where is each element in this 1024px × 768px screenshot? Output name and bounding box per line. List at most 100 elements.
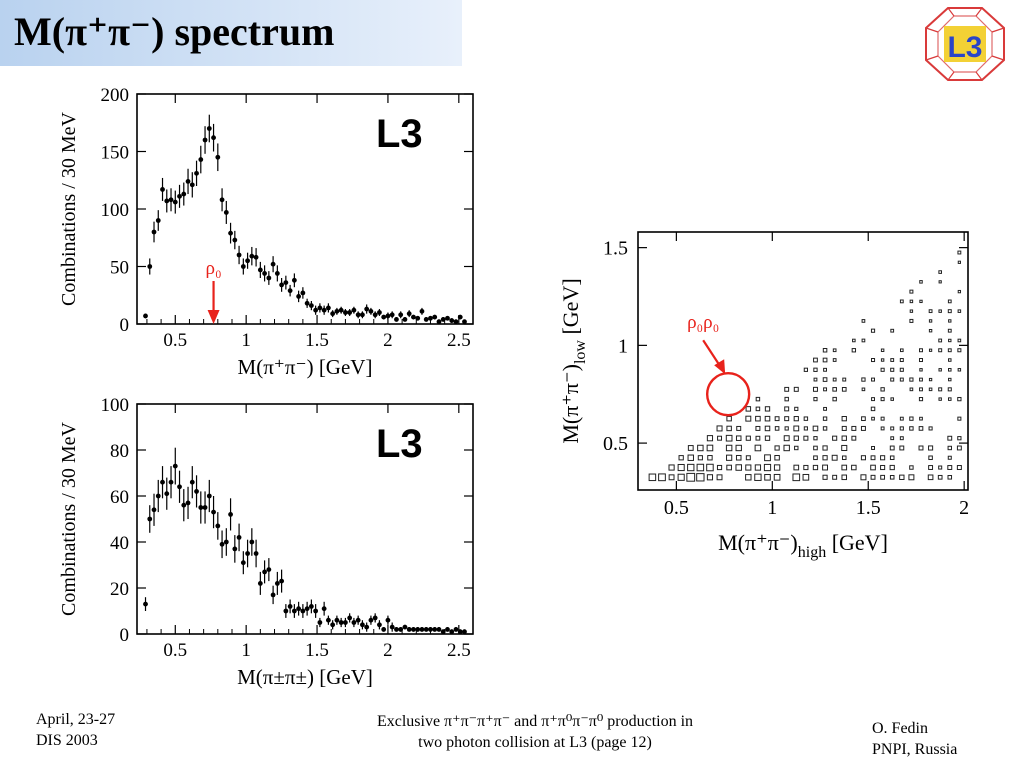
- data-point: [291, 277, 297, 283]
- histogram-box: [764, 454, 771, 462]
- histogram-box: [784, 426, 789, 431]
- histogram-box: [861, 338, 866, 343]
- footer-date: April, 23-27 DIS 2003: [36, 709, 115, 751]
- histogram-box: [909, 289, 914, 294]
- data-point: [330, 311, 336, 317]
- histogram-box: [832, 348, 837, 353]
- histogram-box: [851, 435, 857, 441]
- histogram-box: [841, 444, 848, 452]
- footer-title-line1: Exclusive π⁺π⁻π⁺π⁻ and π⁺π⁰π⁻π⁰ producti…: [376, 713, 694, 730]
- histogram-box: [725, 444, 733, 452]
- data-point: [436, 627, 442, 632]
- histogram-box: [832, 387, 837, 392]
- data-point: [321, 606, 327, 612]
- histogram-box: [919, 387, 923, 392]
- histogram-box: [813, 377, 818, 382]
- histogram-box: [938, 397, 942, 401]
- data-point: [440, 317, 446, 322]
- x-axis-label: M(π±π±) [GeV]: [237, 665, 373, 689]
- histogram-box: [793, 386, 799, 392]
- histogram-box: [755, 415, 761, 422]
- histogram-box: [871, 446, 875, 450]
- histogram-box: [909, 416, 914, 421]
- x-tick-label: 2: [383, 330, 393, 351]
- histogram-box: [957, 396, 962, 402]
- histogram-box: [755, 435, 761, 441]
- data-point: [304, 606, 310, 612]
- data-point: [411, 627, 416, 632]
- data-point: [389, 312, 395, 318]
- histogram-box: [870, 455, 876, 461]
- histogram-box: [938, 465, 943, 470]
- histogram-box: [889, 455, 895, 461]
- data-point: [300, 290, 306, 296]
- data-point: [343, 620, 348, 625]
- data-point: [453, 319, 459, 325]
- rho0-label: ρ₀: [206, 258, 222, 279]
- histogram-box: [706, 444, 714, 452]
- histogram-box: [841, 425, 847, 431]
- histogram-box: [899, 445, 905, 451]
- histogram-box: [754, 473, 762, 481]
- histogram-box: [890, 436, 895, 441]
- histogram-box: [947, 465, 953, 470]
- histogram-box: [919, 416, 923, 421]
- rho0-arrow-head: [207, 310, 220, 324]
- data-point: [351, 307, 357, 313]
- histogram-box: [813, 367, 818, 372]
- data-point: [270, 592, 276, 598]
- histogram-box: [735, 435, 742, 441]
- data-point: [411, 314, 416, 320]
- histogram-box: [784, 396, 789, 402]
- histogram-box: [813, 397, 818, 402]
- y-tick-label: 150: [101, 143, 130, 164]
- histogram-box: [658, 473, 666, 482]
- chart-m-pipi-spectrum: 0.5 1 1.5 2 2.5 0 50 100 150 200 Combinations / 3…: [58, 85, 474, 379]
- data-point: [398, 312, 404, 318]
- x-tick-label: 0.5: [664, 497, 689, 519]
- histogram-box: [851, 425, 857, 431]
- histogram-box: [870, 474, 876, 480]
- footer-talk-title: Exclusive π⁺π⁻π⁺π⁻ and π⁺π⁰π⁻π⁰ producti…: [280, 711, 790, 753]
- y-tick-label: 80: [110, 441, 129, 462]
- rho0rho0-arrow-head: [714, 359, 726, 375]
- data-point: [181, 502, 187, 508]
- data-point: [428, 315, 433, 321]
- data-point: [198, 157, 204, 162]
- data-point: [325, 305, 331, 311]
- histogram-box: [938, 270, 942, 274]
- histogram-box: [909, 426, 914, 431]
- histogram-box: [918, 445, 924, 451]
- histogram-box: [745, 415, 752, 422]
- histogram-box: [899, 299, 904, 304]
- histogram-box: [957, 250, 962, 255]
- histogram-box: [822, 416, 828, 421]
- histogram-box: [745, 464, 752, 471]
- data-point: [194, 170, 199, 176]
- histogram-box: [870, 328, 876, 333]
- histogram-box: [725, 434, 733, 442]
- histogram-box: [841, 416, 847, 422]
- data-point: [419, 627, 425, 632]
- data-point: [317, 620, 323, 625]
- data-point: [364, 306, 370, 312]
- data-point: [253, 551, 259, 556]
- histogram-box: [938, 309, 942, 313]
- histogram-box: [707, 455, 713, 461]
- histogram-box: [899, 416, 904, 421]
- histogram-box: [947, 475, 953, 480]
- data-point: [257, 581, 263, 586]
- histogram-box: [947, 299, 952, 304]
- histogram-box: [822, 445, 828, 451]
- histogram-box: [755, 396, 761, 402]
- histogram-box: [947, 455, 952, 460]
- data-point: [457, 314, 463, 320]
- data-point: [266, 275, 272, 281]
- data-point: [253, 254, 259, 260]
- histogram-box: [937, 474, 943, 480]
- histogram-box: [706, 435, 714, 442]
- chart-m-pipm-spectrum: 0.5 1 1.5 2 2.5 0 20 40 60 80 100 Combinations / 3…: [58, 395, 474, 689]
- histogram-box: [755, 425, 761, 431]
- data-point: [270, 261, 276, 267]
- histogram-box: [956, 465, 962, 471]
